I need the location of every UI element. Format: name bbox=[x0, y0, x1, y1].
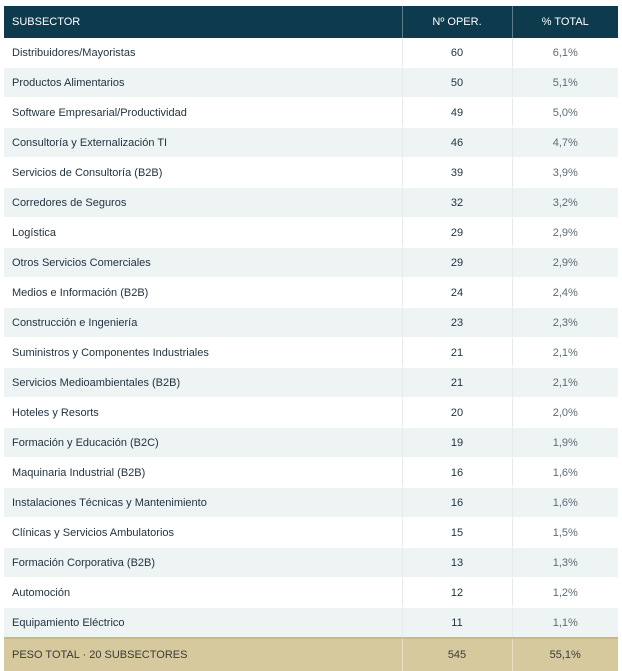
operations-count: 50 bbox=[401, 67, 512, 98]
operations-count: 46 bbox=[401, 127, 512, 158]
subsector-name: Consultoría y Externalización TI bbox=[4, 127, 402, 158]
percent-total: 2,9% bbox=[511, 247, 618, 278]
subsector-name: Formación Corporativa (B2B) bbox=[4, 547, 402, 578]
table-row: Hoteles y Resorts 20 2,0% bbox=[4, 397, 618, 428]
header-row: SUBSECTOR Nº OPER. % TOTAL bbox=[4, 6, 618, 38]
subsector-table: SUBSECTOR Nº OPER. % TOTAL Distribuidore… bbox=[4, 6, 618, 671]
subsector-name: Automoción bbox=[4, 577, 402, 608]
operations-count: 24 bbox=[401, 277, 512, 308]
operations-count: 29 bbox=[401, 247, 512, 278]
percent-total: 4,7% bbox=[511, 127, 618, 158]
percent-total: 1,2% bbox=[511, 577, 618, 608]
header-percent: % TOTAL bbox=[511, 6, 618, 38]
percent-total: 2,4% bbox=[511, 277, 618, 308]
percent-total: 1,9% bbox=[511, 427, 618, 458]
table-row: Formación Corporativa (B2B) 13 1,3% bbox=[4, 547, 618, 578]
total-label: PESO TOTAL · 20 SUBSECTORES bbox=[4, 637, 402, 671]
header-subsector: SUBSECTOR bbox=[4, 6, 402, 38]
percent-total: 1,5% bbox=[511, 517, 618, 548]
subsector-name: Productos Alimentarios bbox=[4, 67, 402, 98]
table-row: Logística 29 2,9% bbox=[4, 217, 618, 248]
table-header: SUBSECTOR Nº OPER. % TOTAL bbox=[4, 6, 618, 38]
percent-total: 2,1% bbox=[511, 337, 618, 368]
subsector-name: Maquinaria Industrial (B2B) bbox=[4, 457, 402, 488]
table-row: Medios e Información (B2B) 24 2,4% bbox=[4, 277, 618, 308]
percent-total: 2,1% bbox=[511, 367, 618, 398]
percent-total: 2,9% bbox=[511, 217, 618, 248]
percent-total: 1,1% bbox=[511, 607, 618, 639]
table-row: Equipamiento Eléctrico 11 1,1% bbox=[4, 607, 618, 639]
operations-count: 23 bbox=[401, 307, 512, 338]
percent-total: 3,2% bbox=[511, 187, 618, 218]
table-body: Distribuidores/Mayoristas 60 6,1% Productos… bbox=[4, 38, 618, 639]
percent-total: 5,1% bbox=[511, 67, 618, 98]
percent-total: 2,0% bbox=[511, 397, 618, 428]
operations-count: 21 bbox=[401, 337, 512, 368]
operations-count: 16 bbox=[401, 487, 512, 518]
subsector-name: Logística bbox=[4, 217, 402, 248]
total-operations: 545 bbox=[401, 637, 512, 671]
subsector-name: Software Empresarial/Productividad bbox=[4, 97, 402, 128]
table-row: Productos Alimentarios 50 5,1% bbox=[4, 67, 618, 98]
percent-total: 6,1% bbox=[511, 38, 618, 68]
subsector-name: Equipamiento Eléctrico bbox=[4, 607, 402, 639]
table-footer: PESO TOTAL · 20 SUBSECTORES 545 55,1% bbox=[4, 637, 618, 671]
table-row: Servicios de Consultoría (B2B) 39 3,9% bbox=[4, 157, 618, 188]
percent-total: 1,6% bbox=[511, 487, 618, 518]
operations-count: 20 bbox=[401, 397, 512, 428]
operations-count: 15 bbox=[401, 517, 512, 548]
operations-count: 49 bbox=[401, 97, 512, 128]
percent-total: 1,6% bbox=[511, 457, 618, 488]
table-row: Software Empresarial/Productividad 49 5,0% bbox=[4, 97, 618, 128]
operations-count: 29 bbox=[401, 217, 512, 248]
subsector-name: Formación y Educación (B2C) bbox=[4, 427, 402, 458]
operations-count: 11 bbox=[401, 607, 512, 639]
operations-count: 16 bbox=[401, 457, 512, 488]
operations-count: 32 bbox=[401, 187, 512, 218]
subsector-name: Otros Servicios Comerciales bbox=[4, 247, 402, 278]
operations-count: 13 bbox=[401, 547, 512, 578]
percent-total: 3,9% bbox=[511, 157, 618, 188]
table-row: Corredores de Seguros 32 3,2% bbox=[4, 187, 618, 218]
operations-count: 21 bbox=[401, 367, 512, 398]
subsector-name: Medios e Información (B2B) bbox=[4, 277, 402, 308]
table-row: Instalaciones Técnicas y Mantenimiento 16… bbox=[4, 487, 618, 518]
subsector-name: Construcción e Ingeniería bbox=[4, 307, 402, 338]
table-row: Distribuidores/Mayoristas 60 6,1% bbox=[4, 38, 618, 68]
subsector-name: Suministros y Componentes Industriales bbox=[4, 337, 402, 368]
subsector-name: Servicios de Consultoría (B2B) bbox=[4, 157, 402, 188]
subsector-name: Corredores de Seguros bbox=[4, 187, 402, 218]
subsector-name: Hoteles y Resorts bbox=[4, 397, 402, 428]
table-row: Clínicas y Servicios Ambulatorios 15 1,5% bbox=[4, 517, 618, 548]
table-row: Formación y Educación (B2C) 19 1,9% bbox=[4, 427, 618, 458]
table-row: Suministros y Componentes Industriales 21… bbox=[4, 337, 618, 368]
subsector-table-container: SUBSECTOR Nº OPER. % TOTAL Distribuidore… bbox=[4, 6, 618, 671]
percent-total: 1,3% bbox=[511, 547, 618, 578]
operations-count: 39 bbox=[401, 157, 512, 188]
table-row: Construcción e Ingeniería 23 2,3% bbox=[4, 307, 618, 338]
total-percent: 55,1% bbox=[511, 637, 618, 671]
percent-total: 5,0% bbox=[511, 97, 618, 128]
subsector-name: Distribuidores/Mayoristas bbox=[4, 38, 402, 68]
table-row: Otros Servicios Comerciales 29 2,9% bbox=[4, 247, 618, 278]
subsector-name: Clínicas y Servicios Ambulatorios bbox=[4, 517, 402, 548]
header-operations: Nº OPER. bbox=[401, 6, 512, 38]
total-row: PESO TOTAL · 20 SUBSECTORES 545 55,1% bbox=[4, 637, 618, 671]
operations-count: 60 bbox=[401, 38, 512, 68]
percent-total: 2,3% bbox=[511, 307, 618, 338]
table-row: Automoción 12 1,2% bbox=[4, 577, 618, 608]
operations-count: 19 bbox=[401, 427, 512, 458]
table-row: Servicios Medioambientales (B2B) 21 2,1% bbox=[4, 367, 618, 398]
table-row: Consultoría y Externalización TI 46 4,7% bbox=[4, 127, 618, 158]
operations-count: 12 bbox=[401, 577, 512, 608]
subsector-name: Servicios Medioambientales (B2B) bbox=[4, 367, 402, 398]
subsector-name: Instalaciones Técnicas y Mantenimiento bbox=[4, 487, 402, 518]
table-row: Maquinaria Industrial (B2B) 16 1,6% bbox=[4, 457, 618, 488]
